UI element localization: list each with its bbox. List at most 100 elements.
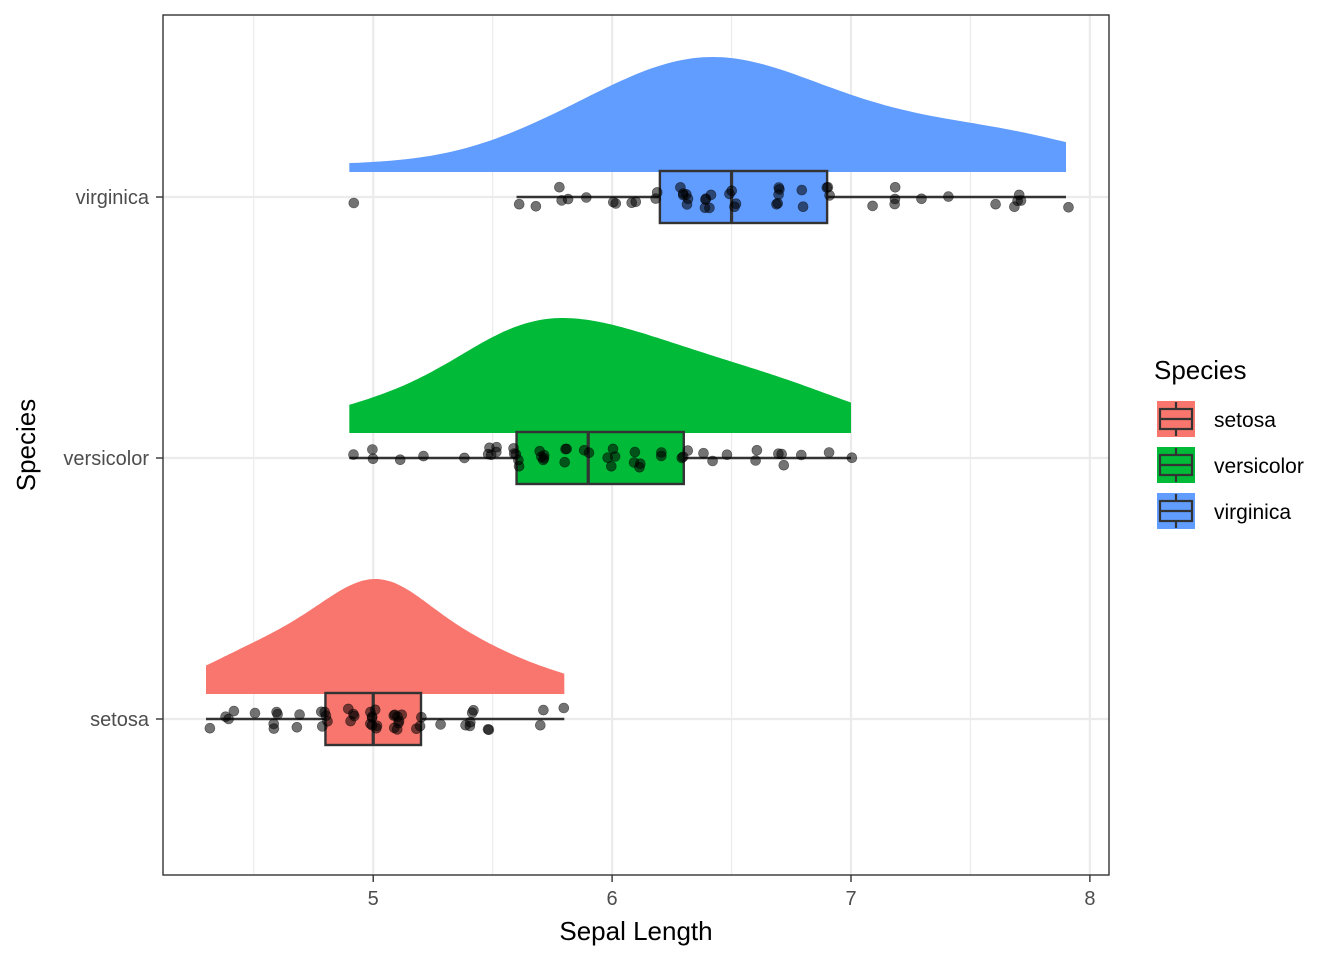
- data-point-versicolor: [682, 445, 694, 456]
- data-point-setosa: [249, 707, 261, 719]
- data-point-versicolor: [538, 452, 550, 464]
- data-point-setosa: [369, 704, 381, 716]
- data-point-setosa: [371, 720, 383, 732]
- data-point-versicolor: [482, 448, 494, 460]
- data-point-virginica: [682, 193, 694, 205]
- data-point-versicolor: [823, 447, 835, 458]
- data-point-versicolor: [561, 443, 572, 455]
- data-point-virginica: [724, 188, 735, 200]
- data-point-versicolor: [418, 450, 429, 462]
- data-point-versicolor: [607, 443, 619, 455]
- data-point-versicolor: [491, 441, 502, 453]
- data-point-versicolor: [776, 448, 788, 460]
- legend-item-setosa: setosa: [1157, 401, 1276, 437]
- data-point-setosa: [268, 718, 280, 730]
- data-point-versicolor: [559, 456, 571, 468]
- data-point-virginica: [705, 189, 717, 201]
- data-point-versicolor: [707, 455, 718, 467]
- data-point-versicolor: [846, 452, 858, 464]
- x-axis-title: Sepal Length: [559, 916, 712, 946]
- data-point-setosa: [322, 715, 333, 727]
- axes: 5 6 7 8 setosa versicolor virginica: [63, 187, 1095, 910]
- data-point-setosa: [468, 704, 479, 716]
- data-point-setosa: [392, 711, 403, 722]
- legend-label-virginica: virginica: [1214, 501, 1291, 524]
- data-point-setosa: [291, 721, 303, 733]
- data-point-versicolor: [629, 446, 641, 458]
- data-point-versicolor: [751, 444, 763, 456]
- data-point-virginica: [771, 199, 782, 210]
- data-point-virginica: [650, 193, 662, 204]
- legend-title: Species: [1154, 355, 1247, 385]
- data-point-virginica: [729, 201, 740, 213]
- data-point-versicolor: [721, 449, 733, 461]
- data-point-versicolor: [634, 461, 645, 473]
- x-tick-label: 7: [845, 888, 856, 910]
- data-point-virginica: [699, 202, 711, 214]
- data-point-setosa: [416, 711, 427, 723]
- data-point-versicolor: [367, 444, 378, 455]
- legend-item-versicolor: versicolor: [1157, 447, 1304, 483]
- y-tick-label: versicolor: [63, 448, 149, 470]
- x-tick-label: 6: [607, 888, 618, 910]
- density-cloud-virginica: [349, 57, 1066, 172]
- data-point-setosa: [272, 708, 283, 720]
- data-point-versicolor: [459, 452, 470, 464]
- data-point-setosa: [435, 719, 446, 730]
- density-clouds: [206, 57, 1066, 694]
- plot-panel-border: [162, 14, 1110, 876]
- data-point-setosa: [460, 719, 471, 731]
- data-point-setosa: [534, 719, 546, 731]
- data-point-versicolor: [583, 447, 595, 459]
- data-point-virginica: [889, 182, 901, 193]
- data-point-versicolor: [795, 449, 807, 461]
- y-axis-title: Species: [11, 399, 41, 492]
- data-point-setosa: [348, 708, 359, 720]
- jitter-points: [204, 181, 1074, 736]
- data-point-virginica: [513, 198, 525, 210]
- data-point-virginica: [1013, 189, 1025, 201]
- data-point-virginica: [1009, 201, 1020, 212]
- data-point-setosa: [228, 705, 240, 717]
- data-point-setosa: [294, 709, 305, 720]
- data-point-versicolor: [655, 450, 667, 462]
- data-point-versicolor: [394, 454, 406, 466]
- data-point-versicolor: [778, 459, 790, 471]
- y-tick-label: setosa: [90, 709, 150, 731]
- data-point-versicolor: [348, 449, 359, 460]
- data-point-virginica: [1063, 202, 1074, 213]
- data-point-virginica: [821, 182, 833, 193]
- data-point-setosa: [538, 704, 549, 716]
- data-point-setosa: [414, 720, 426, 732]
- y-tick-label: virginica: [76, 187, 150, 209]
- legend-label-versicolor: versicolor: [1214, 455, 1304, 478]
- data-point-virginica: [554, 181, 565, 193]
- data-point-setosa: [204, 722, 216, 734]
- x-tick-label: 8: [1084, 888, 1095, 910]
- data-point-virginica: [797, 201, 809, 212]
- x-tick-label: 5: [368, 888, 379, 910]
- legend-item-virginica: virginica: [1157, 493, 1291, 529]
- legend: Species setosa versicolor virginica: [1154, 355, 1304, 529]
- data-point-virginica: [607, 196, 619, 208]
- data-point-setosa: [315, 706, 327, 718]
- data-point-virginica: [773, 182, 785, 193]
- data-point-virginica: [796, 184, 808, 196]
- data-point-virginica: [889, 193, 901, 205]
- data-point-virginica: [562, 193, 574, 205]
- data-point-virginica: [990, 198, 1001, 210]
- data-point-versicolor: [750, 455, 761, 466]
- data-point-versicolor: [698, 447, 709, 459]
- box-virginica: [658, 169, 829, 225]
- data-point-virginica: [916, 193, 927, 205]
- data-point-setosa: [223, 713, 234, 725]
- data-point-versicolor: [605, 460, 617, 472]
- data-point-versicolor: [508, 448, 520, 459]
- data-point-setosa: [388, 722, 400, 734]
- data-point-setosa: [558, 702, 570, 714]
- data-point-virginica: [348, 197, 360, 209]
- data-point-setosa: [482, 724, 494, 735]
- density-cloud-versicolor: [349, 318, 851, 433]
- density-cloud-setosa: [206, 579, 565, 694]
